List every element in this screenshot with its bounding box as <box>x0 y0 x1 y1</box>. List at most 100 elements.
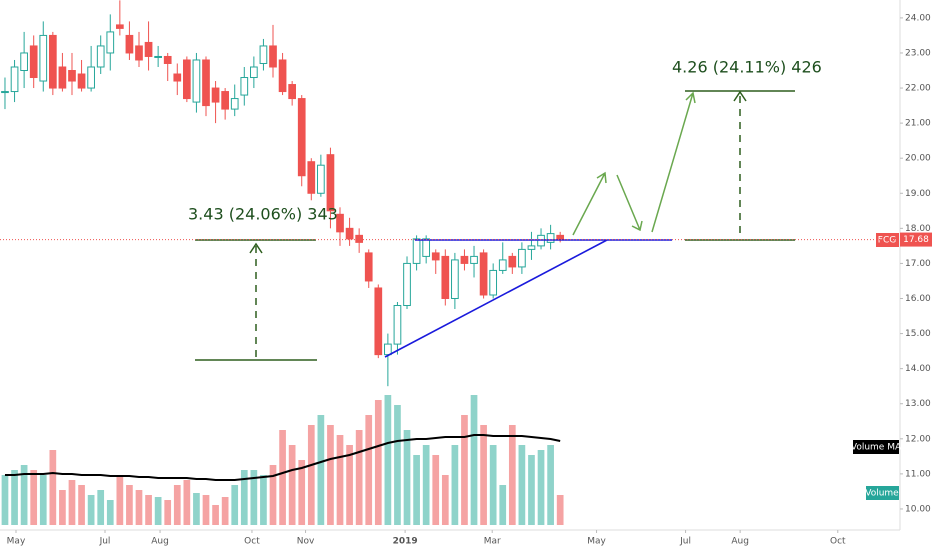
candle-body <box>115 24 124 29</box>
candle-body <box>527 245 536 250</box>
candle-body <box>336 213 344 233</box>
volume-bar <box>528 455 535 525</box>
volume-bar <box>154 497 162 525</box>
candle-body <box>173 73 182 82</box>
x-tick-label: May <box>7 537 26 547</box>
y-tick-label: 23.00 <box>905 48 931 58</box>
arrow-head <box>733 90 747 102</box>
candle-body <box>135 45 143 61</box>
candle-body <box>422 238 431 257</box>
candle-body <box>403 262 411 307</box>
candle-body <box>96 45 105 68</box>
volume-bar <box>231 485 239 525</box>
volume-bar <box>126 485 133 525</box>
volume-bar <box>508 425 516 525</box>
x-tick-label: Aug <box>151 537 169 547</box>
arrow <box>572 171 607 236</box>
x-tick-label: Nov <box>297 537 315 547</box>
y-tick-label: 20.00 <box>905 154 931 164</box>
volume-bar <box>221 497 229 525</box>
volume-ma-badge <box>853 440 899 454</box>
candle-body <box>556 234 565 241</box>
candle-body <box>48 34 57 89</box>
y-tick-label: 24.00 <box>905 13 931 23</box>
x-tick-label: Oct <box>830 537 846 547</box>
volume-bar <box>250 470 258 525</box>
volume-bar <box>59 490 66 525</box>
candle-body <box>269 45 277 68</box>
candle-body <box>1 91 9 94</box>
y-tick-label: 19.00 <box>905 189 931 199</box>
candle-body <box>297 98 306 177</box>
candle-body <box>10 66 19 93</box>
candle-body <box>250 66 258 79</box>
volume-bar <box>441 475 449 525</box>
volume-bar <box>202 495 210 525</box>
y-tick-label: 14.00 <box>905 364 931 374</box>
candle-body <box>384 343 392 356</box>
volume-bar <box>298 460 306 525</box>
volume-bar <box>480 425 487 525</box>
y-tick-label: 10.00 <box>905 504 931 514</box>
last-price-badge <box>900 232 932 247</box>
drawings <box>195 90 795 361</box>
candle-body <box>278 59 287 93</box>
candle-body <box>470 255 478 264</box>
volume-bar <box>355 430 363 525</box>
volume-bar <box>269 465 277 525</box>
volume-badge <box>866 486 899 500</box>
volume-bar <box>87 495 95 525</box>
candle-body <box>326 154 335 212</box>
volume-bar <box>20 465 28 525</box>
volume-bar <box>432 455 440 525</box>
volume-bar <box>106 500 114 525</box>
volume-bar <box>30 470 38 525</box>
x-tick-label: Aug <box>731 537 749 547</box>
volume-bar <box>346 445 353 525</box>
volume-bar <box>145 495 152 525</box>
volume-bar <box>193 493 200 525</box>
volume-bar <box>39 475 47 525</box>
candle-body <box>451 259 459 299</box>
candle-body <box>240 77 249 96</box>
candle-body <box>106 31 115 54</box>
volume-ma-label: Volume MA <box>851 443 902 453</box>
y-tick-label: 18.00 <box>905 224 931 234</box>
volume-label: Volume <box>865 489 899 499</box>
y-tick-label: 21.00 <box>905 119 931 129</box>
volume-pane <box>1 395 564 525</box>
candle-body <box>345 227 354 240</box>
candle-body <box>364 252 373 282</box>
y-tick-label: 16.00 <box>905 294 931 304</box>
volume-bar <box>135 490 143 525</box>
x-tick-label: 2019 <box>393 537 418 547</box>
volume-bar <box>307 425 315 525</box>
arrow <box>616 174 643 232</box>
volume-bar <box>212 505 219 525</box>
candle-body <box>498 259 507 271</box>
volume-bar <box>164 500 172 525</box>
volume-bar <box>240 470 248 525</box>
volume-bar <box>451 445 459 525</box>
candle-body <box>546 233 555 243</box>
candle-body <box>441 255 450 299</box>
volume-bar <box>489 445 497 525</box>
candle-body <box>508 255 517 268</box>
x-tick-label: May <box>587 537 606 547</box>
symbol-label: FCG <box>878 236 896 246</box>
volume-bar <box>547 445 554 525</box>
volume-bar <box>1 475 9 525</box>
annotation: 3.43 (24.06%) 343 <box>188 205 338 224</box>
volume-bar <box>78 485 85 525</box>
volume-bar <box>461 415 468 525</box>
price-pane <box>1 0 565 387</box>
volume-bar <box>11 470 18 525</box>
volume-ma-line <box>4 434 561 481</box>
candle-body <box>393 305 402 345</box>
candle-body <box>518 248 526 268</box>
candle-body <box>183 59 191 100</box>
candle-body <box>68 70 76 82</box>
y-tick-label: 15.00 <box>905 329 931 339</box>
candle-body <box>154 55 162 58</box>
